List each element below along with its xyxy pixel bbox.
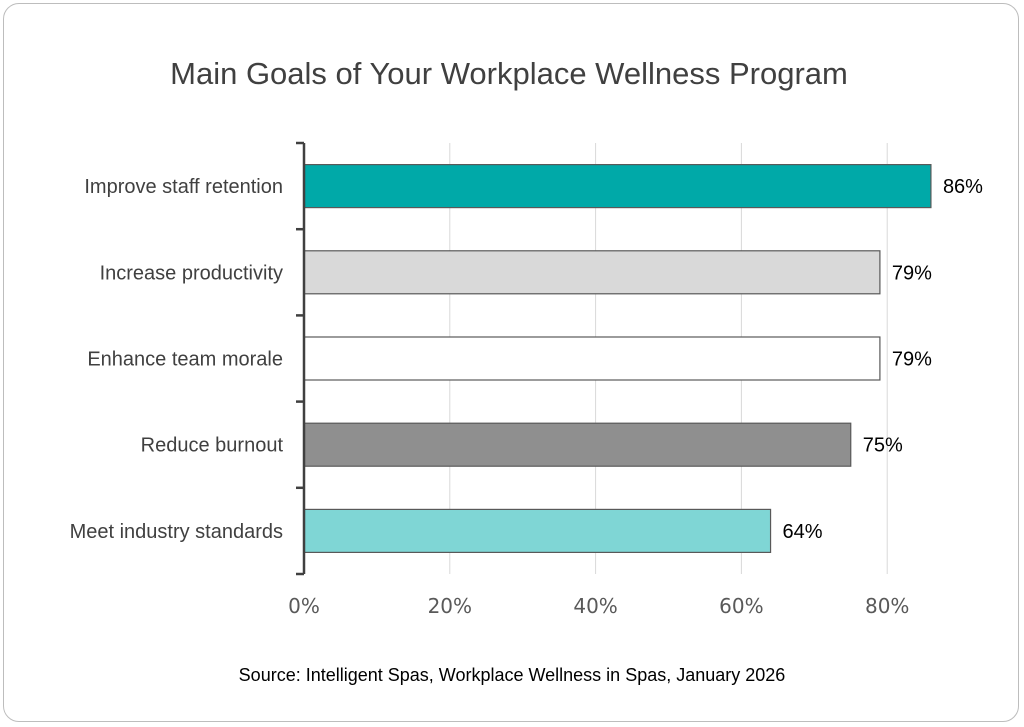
bar <box>303 422 852 467</box>
category-label: Meet industry standards <box>70 521 283 543</box>
value-label: 79% <box>892 349 932 371</box>
value-label: 86% <box>943 176 983 198</box>
x-tick-labels: 0% 20% 40% 60% 80% <box>288 594 909 618</box>
bar <box>303 336 881 381</box>
x-tick-label: 20% <box>428 594 472 618</box>
category-label: Enhance team morale <box>87 349 283 371</box>
y-axis <box>296 141 306 576</box>
category-label: Reduce burnout <box>141 435 284 457</box>
value-label: 64% <box>783 521 823 543</box>
bar <box>303 164 932 209</box>
value-labels: 86% 79% 79% 75% 64% <box>783 176 984 543</box>
category-labels: Improve staff retention Increase producti… <box>70 176 284 543</box>
bar <box>303 508 772 553</box>
value-label: 75% <box>863 435 903 457</box>
bar <box>303 250 881 295</box>
x-tick-label: 60% <box>719 594 763 618</box>
category-label: Increase productivity <box>100 262 283 284</box>
chart-source: Source: Intelligent Spas, Workplace Well… <box>238 665 786 685</box>
chart-title: Main Goals of Your Workplace Wellness Pr… <box>170 56 848 91</box>
value-label: 79% <box>892 262 932 284</box>
category-label: Improve staff retention <box>84 176 283 198</box>
x-tick-label: 0% <box>288 594 320 618</box>
x-tick-label: 40% <box>573 594 617 618</box>
bars <box>303 164 932 553</box>
x-tick-label: 80% <box>865 594 909 618</box>
